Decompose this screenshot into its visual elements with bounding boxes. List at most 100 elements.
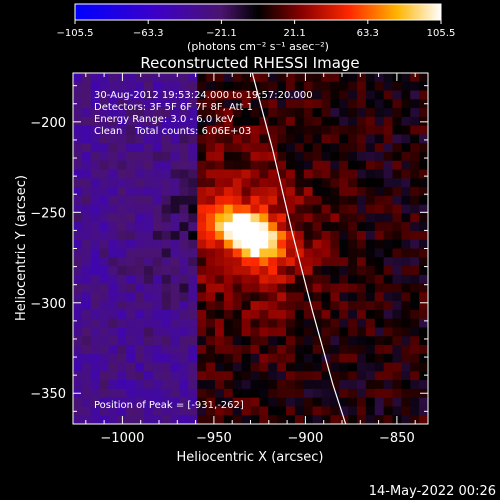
heatmap-cell [259,222,269,232]
heatmap-cell [152,336,163,346]
heatmap-cell [277,397,287,408]
heatmap-cell [170,274,181,285]
heatmap-cell [374,283,385,293]
heatmap-cell [188,81,198,92]
heatmap-cell [152,406,163,416]
heatmap-cell [99,362,110,372]
heatmap-cell [312,371,323,381]
heatmap-cell [383,301,394,311]
heatmap-cell [108,230,118,241]
heatmap-cell [330,353,340,364]
heatmap-cell [117,116,127,127]
heatmap-cell [223,371,234,381]
axes: −1000 −950 −900 −850−200−250−300−350 [30,73,428,446]
heatmap-cell [383,380,394,390]
heatmap-cell [312,301,323,311]
heatmap-cell [108,239,118,250]
heatmap-cell [321,362,331,372]
heatmap-cell [357,195,367,206]
heatmap-cell [392,134,402,144]
heatmap-cell [152,371,163,381]
heatmap-cell [206,266,216,276]
heatmap-cell [170,257,181,267]
heatmap-cell [81,371,92,381]
heatmap-cell [383,90,394,100]
heatmap-cell [259,116,269,127]
heatmap-cell [330,160,340,171]
heatmap-cell [81,90,92,100]
heatmap-cell [126,160,136,171]
heatmap-cell [392,345,402,355]
heatmap-cell [81,266,92,276]
heatmap-cell [161,292,172,302]
heatmap-cell [348,248,358,258]
heatmap-cell [108,204,118,215]
heatmap-cell [197,90,207,100]
heatmap-cell [259,204,269,215]
heatmap-cell [135,90,145,100]
heatmap-cell [188,327,198,337]
heatmap-cell [206,380,216,390]
y-axis-title: Heliocentric Y (arcsec) [14,175,29,321]
heatmap-cell [108,116,118,127]
heatmap-cell [303,257,314,267]
heatmap-cell [232,380,243,390]
heatmap-cell [108,415,118,424]
heatmap-cell [179,99,189,109]
heatmap-cell [73,239,83,250]
heatmap-cell [312,274,323,285]
heatmap-cell [108,213,118,223]
heatmap-cell [294,134,305,144]
heatmap-cell [401,406,411,416]
heatmap-cell [348,213,358,223]
heatmap-cell [410,371,420,381]
heatmap-cell [303,90,314,100]
heatmap-cell [206,90,216,100]
heatmap-cell [401,248,411,258]
heatmap-cell [126,134,136,144]
heatmap-cell [117,134,127,144]
heatmap-cell [259,353,269,364]
heatmap-cell [357,292,367,302]
heatmap-cell [348,73,358,83]
heatmap-cell [250,257,260,267]
heatmap-cell [126,169,136,179]
heatmap-cell [392,151,402,162]
heatmap-cell [206,257,216,267]
heatmap-cell [410,362,420,372]
heatmap-cell [197,108,207,118]
heatmap-cell [188,301,198,311]
heatmap-cell [286,73,296,83]
heatmap-cell [410,266,420,276]
heatmap-cell [179,388,189,399]
heatmap-cell [241,257,252,267]
heatmap-cell [419,160,428,171]
heatmap-cell [152,292,163,302]
heatmap-cell [321,151,331,162]
heatmap-cell [286,151,296,162]
heatmap-cell [126,362,136,372]
heatmap-cell [161,160,172,171]
heatmap-cell [277,345,287,355]
heatmap-cell [357,283,367,293]
heatmap-cell [152,81,163,92]
heatmap-cell [135,81,145,92]
heatmap-cell [383,362,394,372]
heatmap-cell [197,309,207,320]
heatmap-cell [223,151,234,162]
heatmap-cell [312,388,323,399]
heatmap-cell [144,406,154,416]
heatmap-cell [365,397,376,408]
heatmap-cell [135,397,145,408]
heatmap-cell [161,406,172,416]
heatmap-cell [383,248,394,258]
heatmap-cell [108,266,118,276]
heatmap-cell [232,143,243,153]
heatmap-cell [303,230,314,241]
heatmap-cell [135,406,145,416]
heatmap-cell [232,160,243,171]
heatmap-cell [303,353,314,364]
heatmap-cell [135,178,145,188]
heatmap-cell [303,108,314,118]
heatmap-cell [197,406,207,416]
